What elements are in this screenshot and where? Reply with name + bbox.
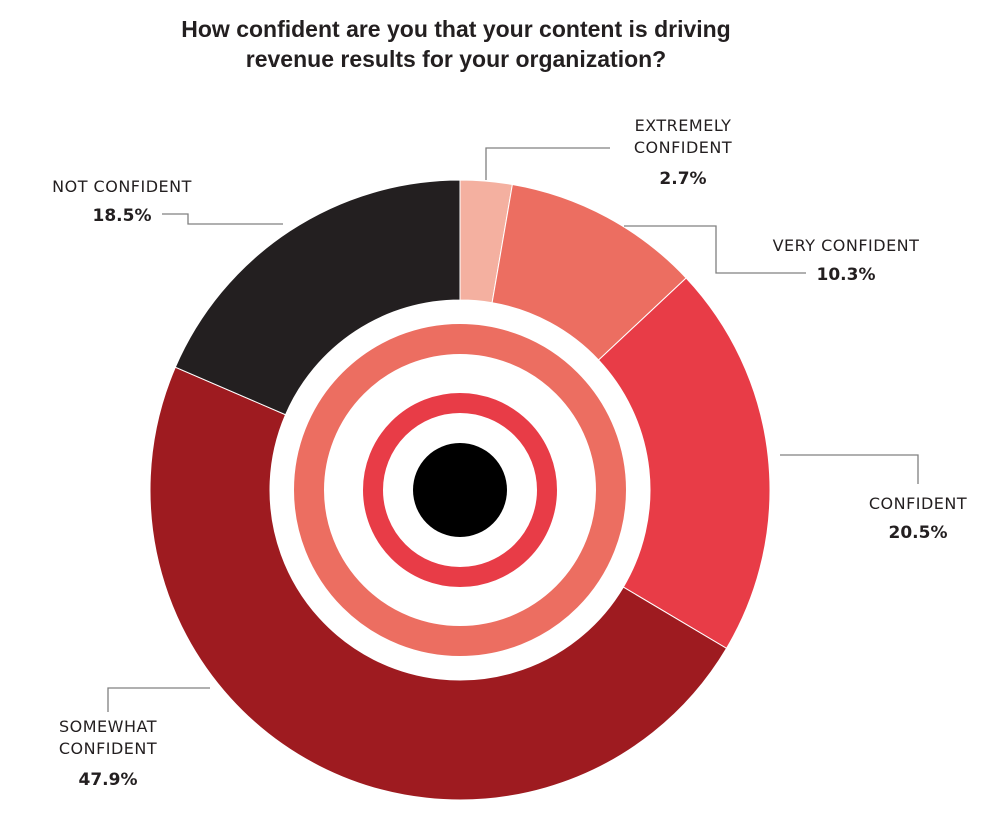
slice-confident xyxy=(597,277,771,650)
slice-label-name: CONFIDENT xyxy=(59,739,157,758)
chart-title: How confident are you that your content … xyxy=(0,14,912,74)
slice-label-very-confident: VERY CONFIDENT 10.3% xyxy=(773,236,920,285)
center-dot xyxy=(413,443,507,537)
slice-value-label: 10.3% xyxy=(817,265,876,285)
slice-value-label: 47.9% xyxy=(79,770,138,790)
slice-label-name: VERY CONFIDENT xyxy=(773,236,920,255)
slice-label-name: NOT CONFIDENT xyxy=(52,177,192,196)
outer-ring xyxy=(294,324,626,656)
slice-label-not-confident: NOT CONFIDENT 18.5% xyxy=(52,177,192,226)
slice-label-extremely-confident: EXTREMELY CONFIDENT 2.7% xyxy=(634,116,732,189)
slice-label-confident: CONFIDENT 20.5% xyxy=(869,494,967,543)
chart-title-line-1: How confident are you that your content … xyxy=(181,16,731,42)
slice-label-name: CONFIDENT xyxy=(634,138,732,157)
leader-somewhat-confident xyxy=(107,687,210,712)
slice-value-label: 18.5% xyxy=(93,206,152,226)
chart-title-line-2: revenue results for your organization? xyxy=(245,46,667,72)
slice-value-label: 20.5% xyxy=(889,523,948,543)
leader-not-confident xyxy=(162,213,283,225)
slice-somewhat-confident xyxy=(149,366,728,801)
leader-very-confident xyxy=(624,225,806,274)
slices xyxy=(149,179,771,801)
leader-lines xyxy=(107,147,919,712)
leader-confident xyxy=(780,454,919,484)
inner-ring xyxy=(363,393,557,587)
leader-extremely-confident xyxy=(485,147,610,180)
center-target xyxy=(294,324,626,656)
slice-not-confident xyxy=(174,179,461,416)
slice-label-name: CONFIDENT xyxy=(869,494,967,513)
slice-label-name: EXTREMELY xyxy=(635,116,732,135)
slice-label-somewhat-confident: SOMEWHAT CONFIDENT 47.9% xyxy=(59,717,157,790)
slice-value-label: 2.7% xyxy=(659,169,706,189)
slice-label-name: SOMEWHAT xyxy=(59,717,157,736)
